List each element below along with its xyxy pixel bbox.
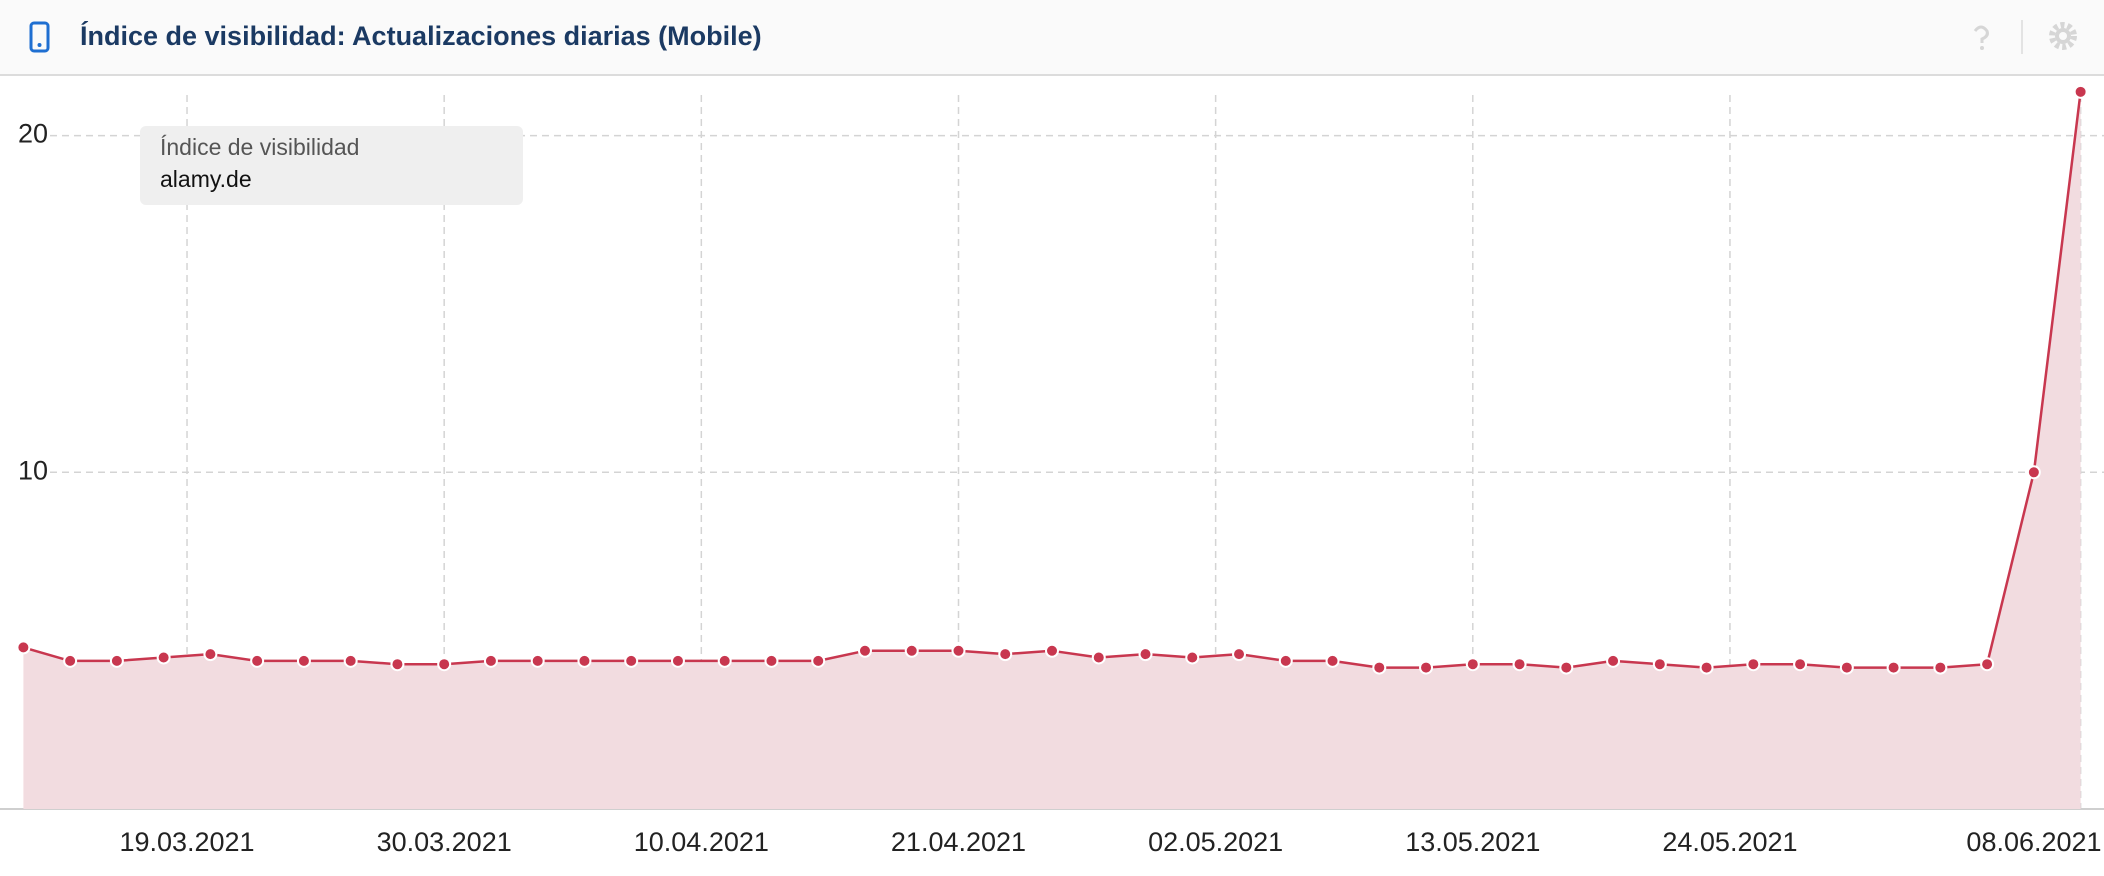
y-tick-label: 20 <box>18 119 48 149</box>
data-point <box>717 653 732 668</box>
area <box>23 91 2081 810</box>
data-point <box>857 643 872 658</box>
data-point <box>1652 657 1667 672</box>
data-point <box>63 653 78 668</box>
data-point <box>1699 660 1714 675</box>
help-icon[interactable] <box>1967 23 1995 51</box>
header <box>0 0 2104 75</box>
x-tick-label: 13.05.2021 <box>1405 827 1540 857</box>
plot-area: 10 20 19.03.2021 30.03.2021 10.04.2021 21.04.… <box>0 84 2104 857</box>
data-point <box>296 653 311 668</box>
data-point <box>1512 657 1527 672</box>
data-point <box>1325 653 1340 668</box>
data-point <box>577 653 592 668</box>
x-tick-label: 24.05.2021 <box>1662 827 1797 857</box>
data-point <box>1606 653 1621 668</box>
data-point <box>1559 660 1574 675</box>
data-point <box>250 653 265 668</box>
chart-title: Índice de visibilidad: Actualizaciones d… <box>80 20 762 51</box>
x-tick-label: 08.06.2021 <box>1966 827 2101 857</box>
data-point <box>2073 84 2088 99</box>
x-tick-label: 21.04.2021 <box>891 827 1026 857</box>
data-point <box>1091 650 1106 665</box>
data-point <box>904 643 919 658</box>
data-point <box>483 653 498 668</box>
data-point <box>1886 660 1901 675</box>
data-point <box>530 653 545 668</box>
x-tick-label: 02.05.2021 <box>1148 827 1283 857</box>
x-tick-label: 19.03.2021 <box>119 827 254 857</box>
data-point <box>1419 660 1434 675</box>
data-point <box>390 657 405 672</box>
data-point <box>1278 653 1293 668</box>
legend-title: Índice de visibilidad <box>160 134 359 160</box>
data-point <box>1372 660 1387 675</box>
data-point <box>1839 660 1854 675</box>
data-point <box>1465 657 1480 672</box>
data-point <box>1933 660 1948 675</box>
data-point <box>156 650 171 665</box>
data-point <box>437 657 452 672</box>
data-point <box>764 653 779 668</box>
data-point <box>1045 643 1059 658</box>
data-point <box>203 647 218 662</box>
data-point <box>1746 657 1761 672</box>
data-point <box>998 647 1013 662</box>
data-point <box>1793 657 1808 672</box>
data-point <box>16 640 31 655</box>
data-point <box>2026 465 2041 480</box>
data-point <box>343 653 358 668</box>
x-tick-label: 10.04.2021 <box>634 827 769 857</box>
data-point <box>624 653 639 668</box>
x-tick-label: 30.03.2021 <box>377 827 512 857</box>
data-point <box>811 653 826 668</box>
data-point <box>1138 647 1153 662</box>
y-tick-label: 10 <box>18 455 48 485</box>
data-point <box>1980 657 1995 672</box>
data-point <box>670 653 685 668</box>
legend-entry: alamy.de <box>160 166 252 192</box>
data-point <box>109 653 124 668</box>
data-point <box>951 643 966 658</box>
mobile-icon <box>29 21 50 53</box>
data-point <box>1185 650 1200 665</box>
settings-icon[interactable] <box>2049 22 2077 50</box>
data-point <box>1232 647 1247 662</box>
legend: Índice de visibilidad alamy.de <box>140 126 523 205</box>
